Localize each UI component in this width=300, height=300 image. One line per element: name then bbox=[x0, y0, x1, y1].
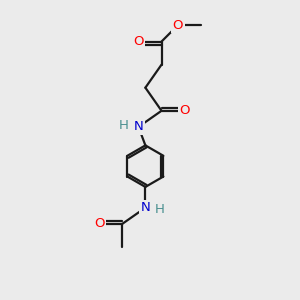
Text: O: O bbox=[172, 19, 183, 32]
Text: O: O bbox=[179, 104, 190, 117]
Text: H: H bbox=[155, 203, 165, 216]
Text: O: O bbox=[94, 217, 104, 230]
Text: N: N bbox=[134, 120, 143, 134]
Text: H: H bbox=[119, 118, 129, 132]
Text: O: O bbox=[133, 35, 144, 48]
Text: N: N bbox=[140, 201, 150, 214]
